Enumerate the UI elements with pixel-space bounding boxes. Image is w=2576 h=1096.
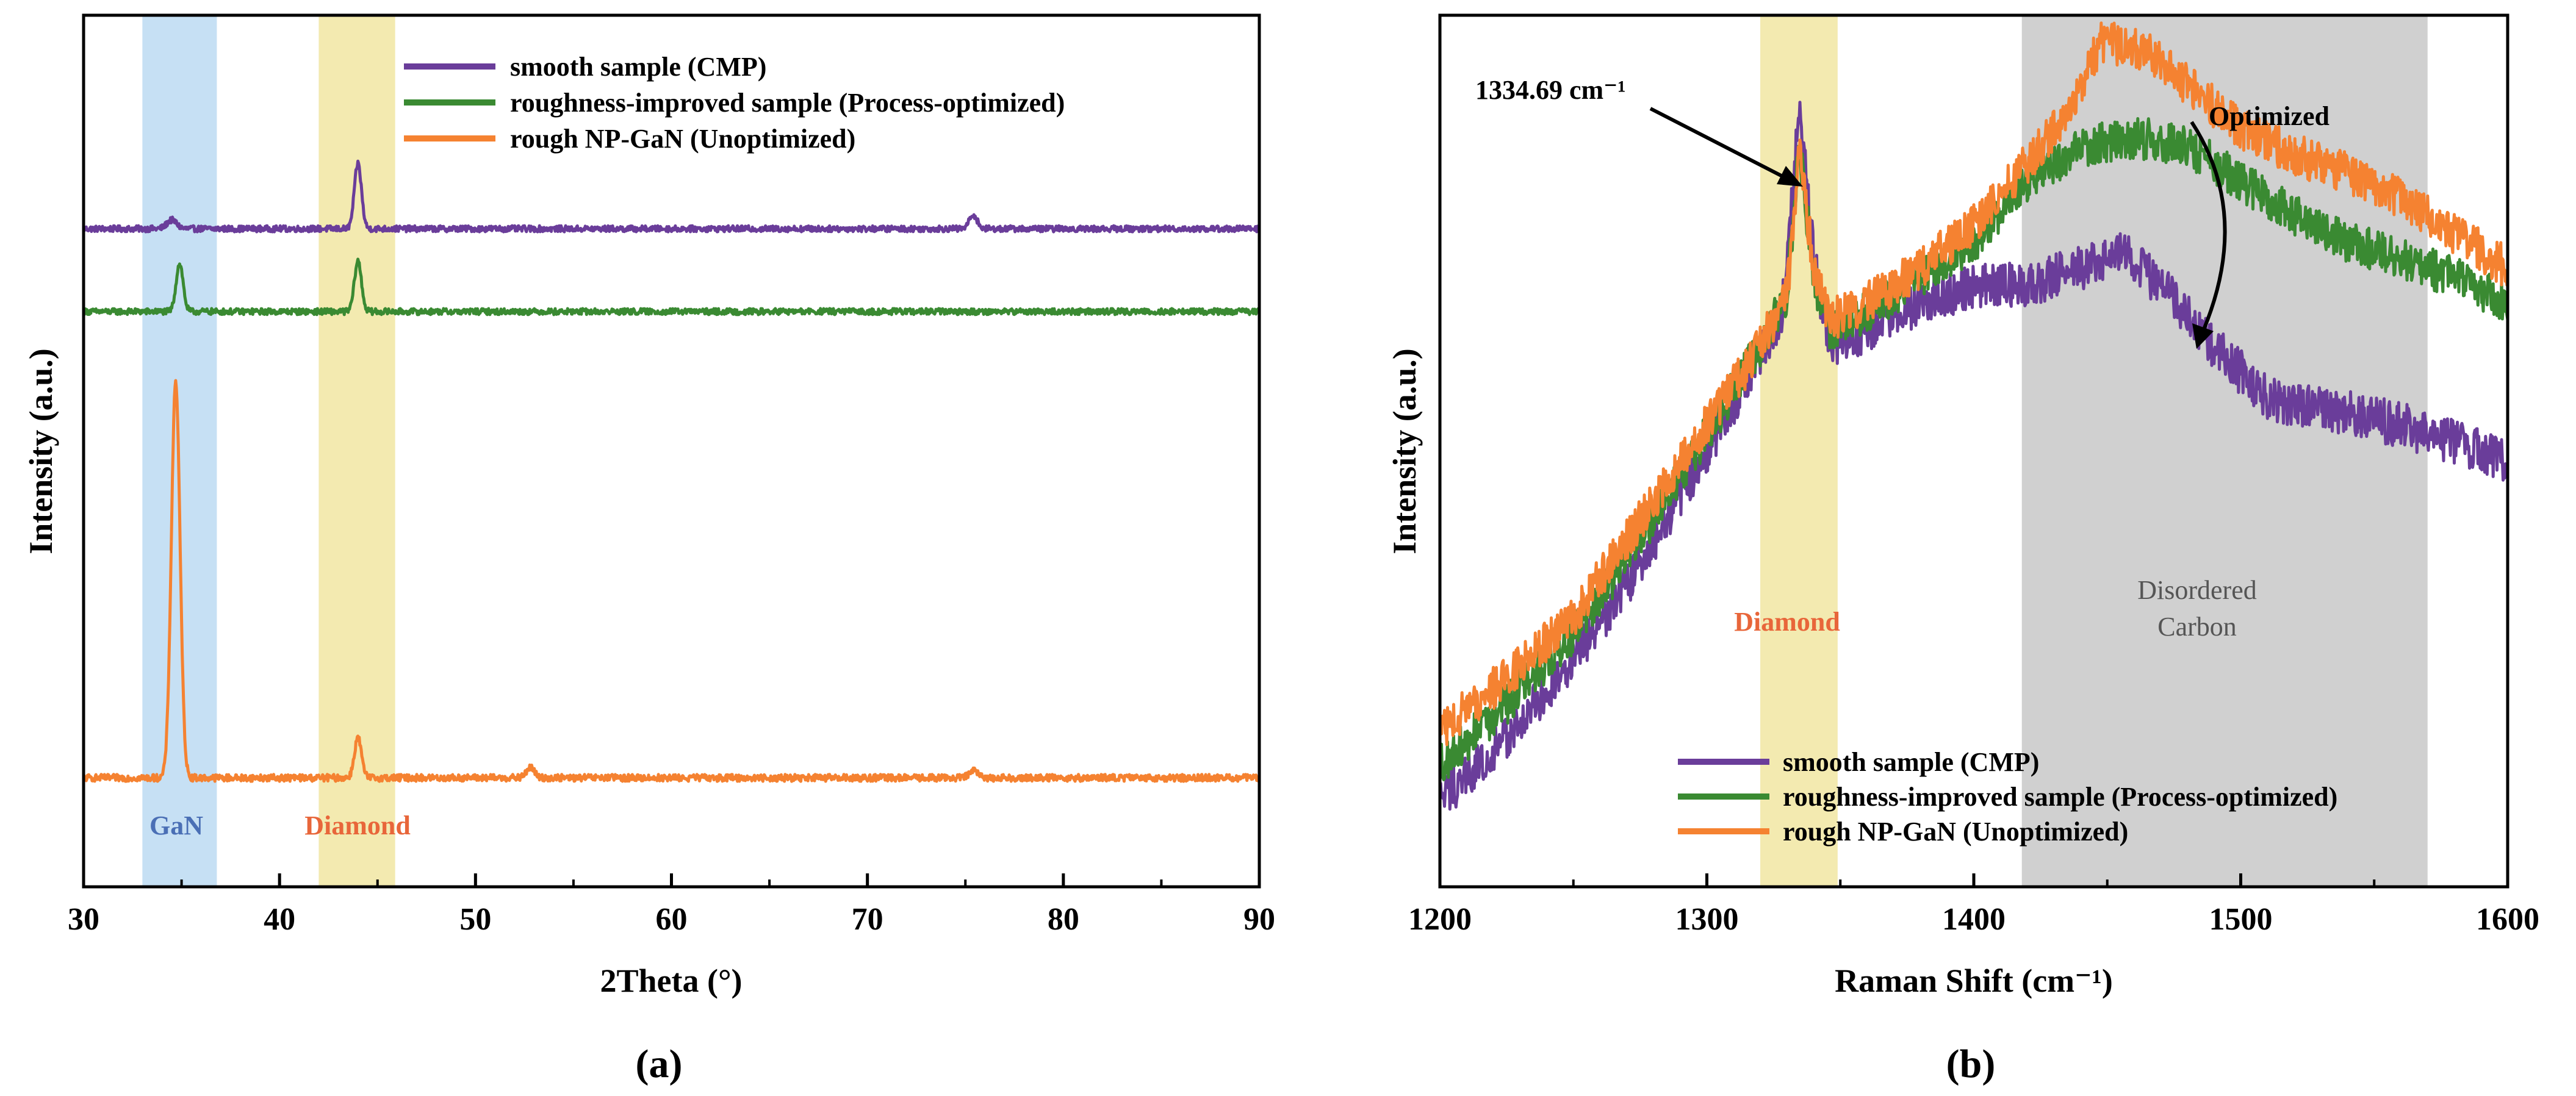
- panel-a-legend: smooth sample (CMP) roughness-improved s…: [404, 52, 1065, 154]
- panel-b: 1200 1300 1400 1500 1600 Diamond Disordered …: [1386, 13, 2539, 1086]
- panel-a-legend-label-smooth: smooth sample (CMP): [510, 52, 766, 82]
- panel-a-bands: [142, 15, 395, 887]
- panel-a-label: (a): [636, 1042, 683, 1086]
- panel-b-series: [1438, 21, 2509, 811]
- panel-b-series-rough: [1438, 21, 2509, 747]
- panel-a-series: [82, 159, 1261, 783]
- panel-b-peak-arrow-line: [1649, 107, 1792, 182]
- panel-b-band-label-disordered-line2: Carbon: [2157, 612, 2237, 642]
- panel-b-legend-label-smooth: smooth sample (CMP): [1783, 747, 2039, 777]
- panel-b-label: (b): [1946, 1042, 1996, 1086]
- panel-a-band-label-gan: GaN: [149, 811, 203, 840]
- panel-b-optimized-arrow-head: [2192, 323, 2214, 349]
- panel-a-x-tick-label: 30: [68, 902, 99, 937]
- panel-a-x-ticks: 30 40 50 60 70 80 90: [68, 873, 1275, 937]
- panel-a-x-tick-label: 40: [264, 902, 295, 937]
- panel-b-optimized-annotation: Optimized: [2190, 101, 2330, 349]
- panel-b-series-smooth: [1438, 101, 2509, 811]
- panel-a-x-tick-label: 80: [1048, 902, 1079, 937]
- panel-b-y-axis-label: Intensity (a.u.): [1386, 348, 1423, 554]
- panel-b-x-tick-label: 1500: [2209, 902, 2273, 937]
- panel-b-optimized-label: Optimized: [2209, 101, 2330, 131]
- panel-a-x-tick-label: 50: [459, 902, 491, 937]
- panel-a-legend-label-improved: roughness-improved sample (Process-optim…: [510, 88, 1065, 118]
- panel-b-legend-label-improved: roughness-improved sample (Process-optim…: [1783, 782, 2337, 812]
- panel-a: 30 40 50 60 70 80 90 GaN Diamond smooth sample…: [23, 13, 1275, 1086]
- panel-b-band-label-disordered-line1: Disordered: [2137, 575, 2257, 605]
- panel-a-x-axis-label: 2Theta (°): [600, 962, 742, 999]
- panel-b-x-tick-label: 1400: [1942, 902, 2006, 937]
- panel-b-x-ticks: 1200 1300 1400 1500 1600: [1408, 873, 2539, 937]
- panel-a-x-tick-label: 90: [1243, 902, 1275, 937]
- panel-a-series-smooth: [82, 159, 1261, 234]
- panel-a-x-tick-label: 60: [656, 902, 688, 937]
- panel-b-legend-label-rough: rough NP-GaN (Unoptimized): [1783, 817, 2128, 847]
- panel-b-peak-arrow-head: [1777, 166, 1803, 187]
- panel-b-band-label-diamond: Diamond: [1734, 607, 1840, 637]
- panel-b-peak-annotation: 1334.69 cm⁻¹: [1475, 75, 1803, 187]
- panel-a-x-tick-label: 70: [852, 902, 883, 937]
- panel-b-optimized-arrow-curve: [2190, 121, 2227, 331]
- panel-a-band-1: [318, 15, 395, 887]
- panel-a-series-improved: [82, 257, 1261, 317]
- panel-a-series-rough: [82, 379, 1261, 783]
- panel-b-x-tick-label: 1300: [1675, 902, 1739, 937]
- panel-b-peak-label: 1334.69 cm⁻¹: [1475, 75, 1626, 105]
- panel-b-x-tick-label: 1200: [1408, 902, 1472, 937]
- panel-b-x-tick-label: 1600: [2476, 902, 2539, 937]
- panel-a-band-label-diamond: Diamond: [304, 811, 411, 840]
- panel-b-x-axis-label: Raman Shift (cm⁻¹): [1835, 962, 2113, 999]
- panel-a-legend-label-rough: rough NP-GaN (Unoptimized): [510, 124, 855, 154]
- panel-a-y-axis-label: Intensity (a.u.): [23, 348, 59, 554]
- panel-b-legend: smooth sample (CMP) roughness-improved s…: [1678, 747, 2337, 847]
